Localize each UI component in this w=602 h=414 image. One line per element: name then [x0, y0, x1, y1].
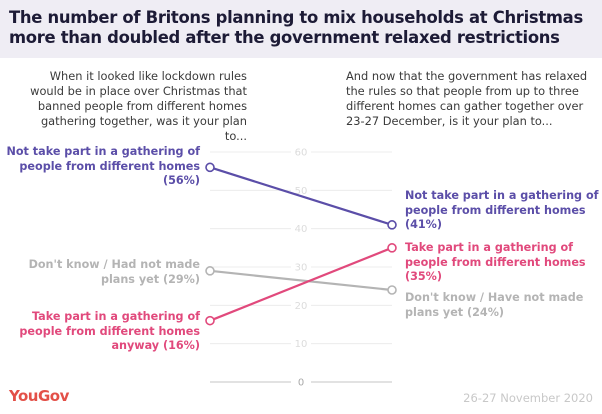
- point-before-dont_know: [205, 266, 215, 276]
- y-tick-label: 30: [295, 263, 308, 274]
- chart-title: The number of Britons planning to mix ho…: [9, 8, 583, 47]
- title-bar: The number of Britons planning to mix ho…: [0, 0, 602, 58]
- point-after-not_take_part: [387, 220, 397, 230]
- label-left-take-part: Take part in a gathering of people from …: [19, 310, 200, 352]
- y-tick-label: 20: [295, 301, 308, 312]
- label-left-not-take-part: Not take part in a gathering of people f…: [6, 145, 201, 187]
- point-before-take_part: [205, 315, 215, 326]
- point-after-take_part: [387, 243, 397, 253]
- question-after: And now that the government has relaxed …: [346, 69, 588, 128]
- question-before: When it looked like lockdown rules would…: [30, 69, 247, 143]
- y-tick-label: 50: [295, 186, 308, 197]
- fieldwork-date: 26-27 November 2020: [463, 391, 593, 405]
- series-line-dont_know: [209, 269, 393, 292]
- yougov-logo: YouGov: [9, 387, 69, 405]
- label-right-take-part: Take part in a gathering of people from …: [405, 241, 586, 283]
- y-tick-label: 60: [295, 148, 308, 159]
- y-tick-label: 0: [298, 378, 304, 389]
- point-before-not_take_part: [205, 162, 215, 173]
- label-right-not-take-part: Not take part in a gathering of people f…: [405, 189, 599, 231]
- series-line-not_take_part: [209, 166, 393, 226]
- label-left-dont-know: Don't know / Had not made plans yet (29%…: [28, 258, 200, 286]
- series-line-take_part: [209, 246, 393, 322]
- y-tick-label: 40: [295, 224, 308, 235]
- label-right-dont-know: Don't know / Have not made plans yet (24…: [405, 291, 584, 319]
- y-tick-label: 10: [295, 339, 308, 350]
- point-after-dont_know: [387, 285, 397, 295]
